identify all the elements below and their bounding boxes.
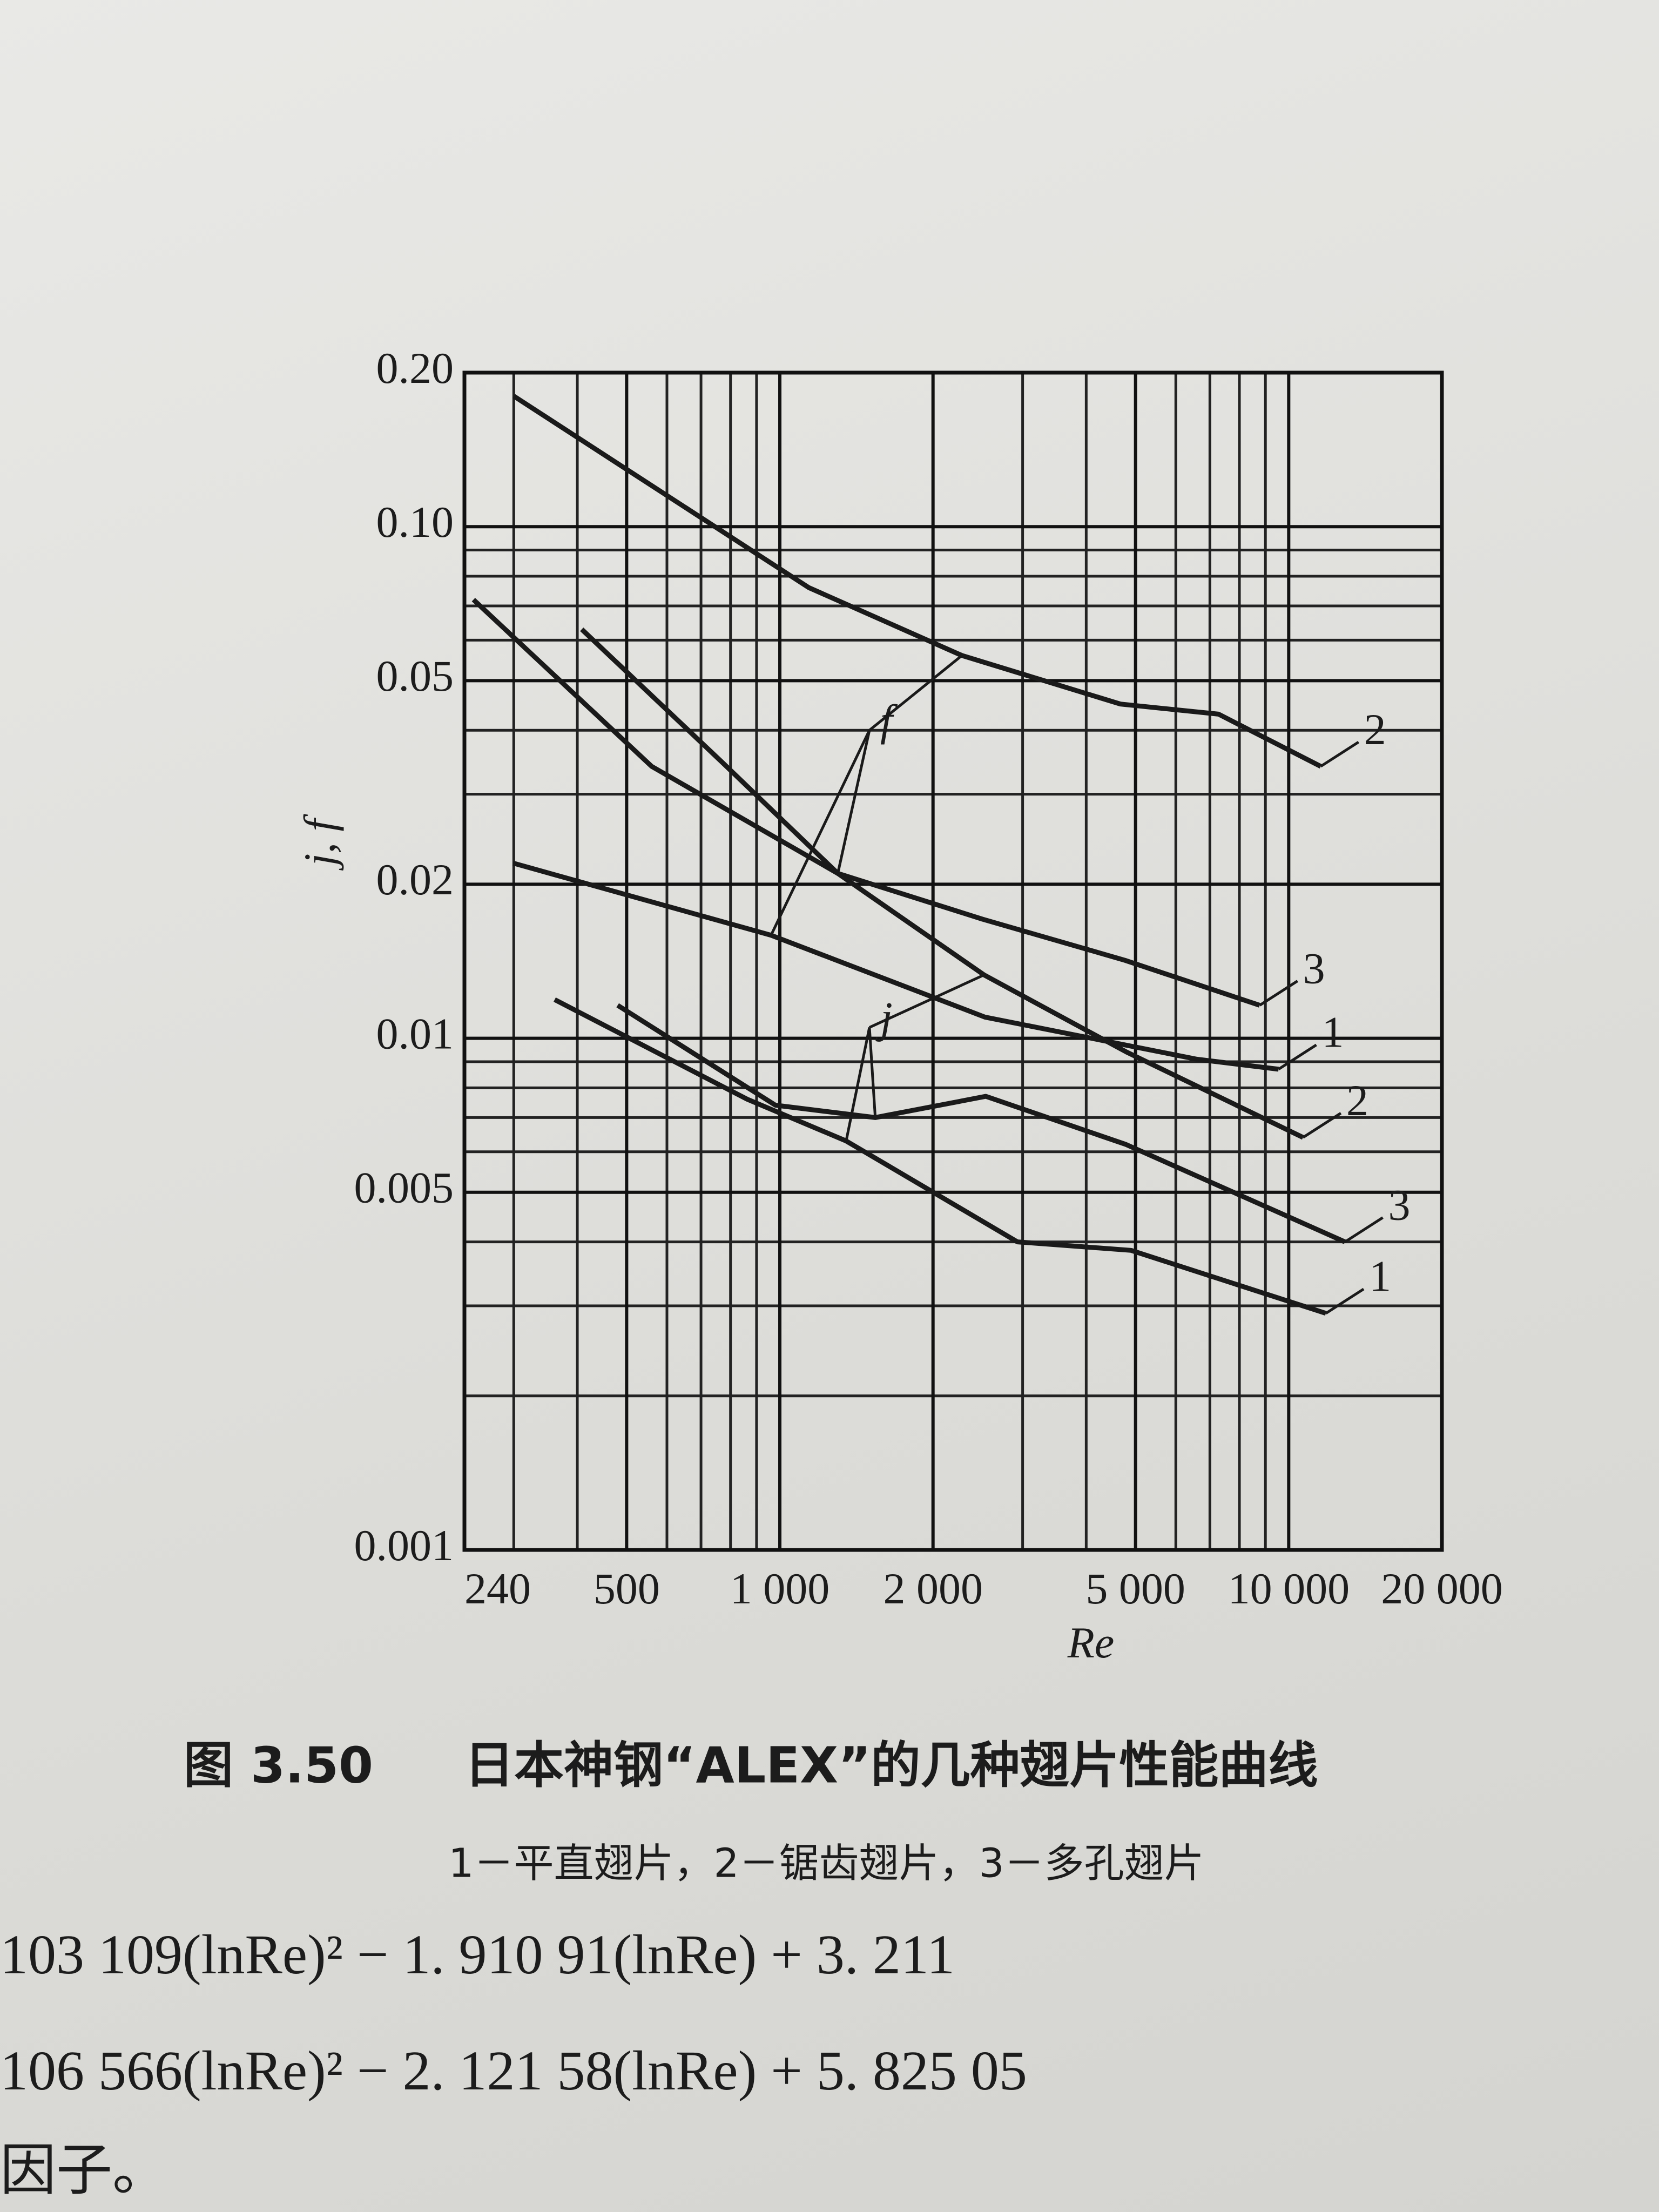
label-leader [1325, 1287, 1365, 1315]
text-line: 103 109(lnRe)² − 1. 910 91(lnRe) + 3. 21… [0, 1924, 955, 1986]
series-line [616, 1003, 1346, 1244]
x-tick-label: 2 000 [883, 1564, 983, 1613]
y-tick-label: 0.001 [354, 1521, 454, 1570]
series-line [554, 997, 1327, 1316]
chart-title: 日本神钢“ALEX”的几种翅片性能曲线 [464, 1736, 1318, 1794]
series-label: 3 [1388, 1180, 1411, 1229]
y-tick-label: 0.10 [376, 497, 454, 547]
chart-subtitle: 1－平直翅片，2－锯齿翅片，3－多孔翅片 [448, 1840, 1204, 1887]
y-tick-label: 0.20 [376, 343, 454, 393]
x-tick-label: 1 000 [730, 1564, 830, 1613]
series-label: 2 [1364, 705, 1386, 754]
y-tick-label: 0.05 [376, 651, 454, 700]
group-pointer [770, 730, 871, 936]
series-line [512, 394, 1322, 769]
y-tick-label: 0.01 [376, 1009, 454, 1058]
label-leader [1302, 1112, 1342, 1139]
y-tick-label: 0.005 [354, 1163, 454, 1212]
x-axis-label: Re [1067, 1618, 1114, 1667]
text-line: 因子。 [0, 2140, 168, 2202]
series-line [471, 598, 1261, 1008]
group-pointer [868, 654, 963, 732]
figure-number: 图 3.50 [184, 1736, 373, 1794]
group-pointer [836, 730, 871, 874]
x-tick-label: 20 000 [1381, 1564, 1503, 1613]
y-tick-label: 0.02 [376, 855, 454, 904]
group-pointer [868, 1027, 877, 1118]
x-tick-label: 5 000 [1085, 1564, 1185, 1613]
group-pointer [868, 973, 985, 1029]
y-axis-label: j, f [295, 814, 344, 871]
series-line [512, 860, 1279, 1072]
label-leader [1344, 1216, 1384, 1243]
series-label: 1 [1369, 1252, 1391, 1301]
label-leader [1259, 980, 1298, 1007]
series-line [580, 628, 1304, 1140]
x-tick-label: 240 [464, 1564, 531, 1613]
series-label: 3 [1303, 943, 1325, 993]
group-pointer [845, 1027, 871, 1142]
series-label: 2 [1346, 1076, 1368, 1125]
x-tick-label: 500 [594, 1564, 660, 1613]
label-leader [1278, 1043, 1317, 1071]
series-label: 1 [1321, 1008, 1344, 1057]
label-leader [1320, 740, 1360, 768]
text-line: 106 566(lnRe)² − 2. 121 58(lnRe) + 5. 82… [0, 2040, 1027, 2102]
x-tick-label: 10 000 [1228, 1564, 1350, 1613]
